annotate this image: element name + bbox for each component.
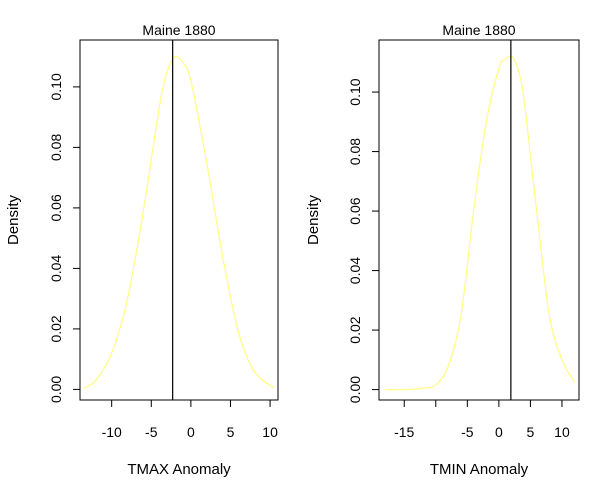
chart-panel-tmin: Maine 1880 -15 -5 0 5 10 0.00 0.02 0.04 0.06 0.08 0…	[305, 22, 580, 478]
density-curve	[83, 55, 275, 389]
plot-frame	[79, 39, 279, 401]
x-tick-label: 0	[495, 424, 503, 440]
y-tick-label: 0.04	[347, 257, 363, 284]
y-tick-label: 0.02	[48, 315, 64, 342]
y-tick-label: 0.06	[347, 197, 363, 224]
y-tick-label: 0.04	[48, 255, 64, 282]
chart-panel-tmax: Maine 1880 -10 -5 0 5 10 0.00 0.02 0.04 0.06 0.08 0…	[5, 22, 279, 478]
x-tick-label: -10	[102, 424, 122, 440]
x-tick-label: -5	[145, 424, 158, 440]
x-tick-label: 10	[262, 424, 278, 440]
x-tick-label: 5	[527, 424, 535, 440]
y-tick-label: 0.10	[347, 78, 363, 105]
y-tick-label: 0.06	[48, 194, 64, 221]
chart-title: Maine 1880	[442, 22, 515, 38]
y-tick-label: 0.10	[48, 73, 64, 100]
y-tick-label: 0.02	[347, 316, 363, 343]
x-axis-label: TMIN Anomaly	[430, 461, 529, 478]
x-tick-label: -15	[394, 424, 414, 440]
y-axis-label: Density	[305, 194, 322, 245]
chart-title: Maine 1880	[142, 22, 215, 38]
y-tick-label: 0.08	[347, 138, 363, 165]
y-axis-label: Density	[5, 194, 22, 245]
y-tick-label: 0.08	[48, 134, 64, 161]
y-tick-label: 0.00	[48, 376, 64, 403]
plot-frame	[378, 39, 580, 401]
density-curve	[385, 55, 576, 391]
x-tick-label: 0	[187, 424, 195, 440]
x-axis-label: TMAX Anomaly	[127, 461, 231, 478]
y-tick-label: 0.00	[347, 376, 363, 403]
x-tick-label: -5	[461, 424, 474, 440]
x-tick-label: 10	[554, 424, 570, 440]
x-tick-label: 5	[227, 424, 235, 440]
